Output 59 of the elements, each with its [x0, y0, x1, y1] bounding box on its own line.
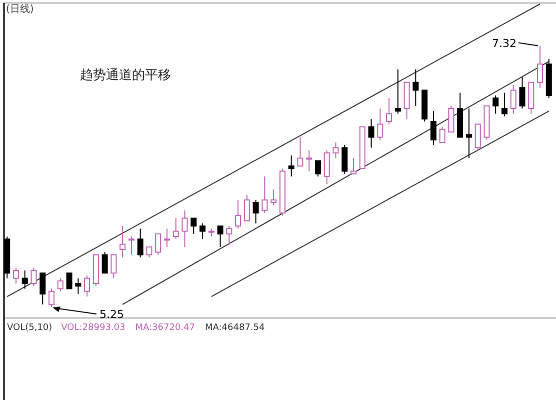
candlestick: [448, 105, 454, 132]
candlestick: [430, 110, 436, 146]
candlestick: [501, 92, 508, 117]
candlestick: [297, 136, 304, 166]
candlestick: [110, 254, 117, 279]
candlestick: [510, 84, 516, 114]
candlestick: [332, 142, 339, 159]
candlestick: [120, 226, 126, 258]
candlestick: [439, 126, 446, 143]
candlestick: [190, 218, 197, 234]
candlestick: [226, 226, 232, 245]
candlestick: [155, 233, 162, 256]
candlestick: [288, 155, 294, 177]
candlestick: [217, 226, 224, 248]
candlestick: [270, 188, 277, 206]
candlestick: [200, 222, 206, 240]
candlestick: [368, 118, 374, 148]
candlestick: [386, 98, 392, 125]
candlestick: [306, 150, 312, 172]
candlestick: [314, 160, 321, 177]
candlestick: [102, 252, 108, 274]
candlestick: [84, 275, 90, 298]
candlestick: [128, 236, 134, 256]
candlestick: [146, 246, 152, 258]
candlestick: [12, 267, 19, 284]
candlestick: [537, 45, 544, 88]
candlestick: [235, 199, 242, 230]
candlestick: [519, 76, 526, 109]
text: VOL(5,10): [7, 323, 52, 333]
candlestick: [75, 278, 82, 294]
candlestick: [244, 194, 250, 222]
candlestick: [66, 272, 72, 290]
candlestick: [342, 144, 348, 174]
candlestick: [22, 270, 28, 290]
annotation: 趋势通道的平移: [80, 68, 171, 83]
candlestick: [182, 210, 188, 248]
chart-title: (日线): [6, 3, 34, 15]
text: VOL:28993.03: [61, 323, 126, 333]
candlestick: [57, 278, 64, 292]
candlestick: [172, 218, 179, 240]
candlestick: [30, 267, 37, 287]
candlestick: [466, 108, 472, 159]
candlestick: [252, 199, 259, 224]
candlestick: [412, 68, 419, 106]
text: MA:46487.54: [205, 323, 266, 333]
candlestick: [324, 150, 330, 185]
candlestick: [377, 108, 384, 140]
candlestick: [262, 176, 268, 214]
candlestick: [40, 272, 46, 305]
candlestick: [164, 228, 170, 248]
candlestick: [48, 288, 55, 308]
text: 5.25: [100, 308, 124, 321]
candlestick: [474, 124, 481, 151]
text: MA:36720.47: [135, 323, 195, 333]
candlestick: [137, 228, 144, 258]
candlestick: [350, 158, 356, 174]
candlestick: [394, 68, 401, 114]
candlestick: [492, 94, 499, 114]
annotation: 7.32: [492, 36, 517, 50]
